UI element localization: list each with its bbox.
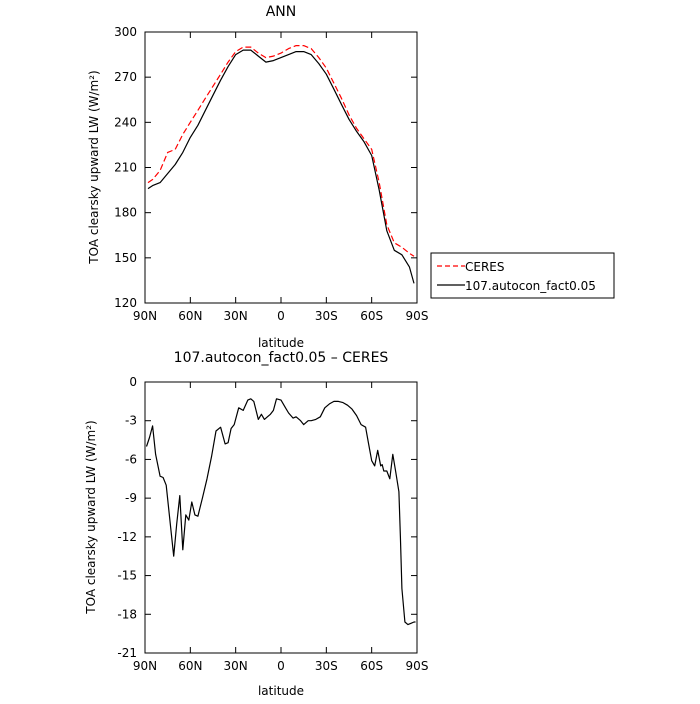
top-series-group xyxy=(147,44,415,284)
bottom-chart-title: 107.autocon_fact0.05 – CERES xyxy=(174,350,389,366)
top-x-tick-label: 60N xyxy=(178,309,202,323)
bottom-series-group xyxy=(145,398,416,626)
top-y-tick-label: 210 xyxy=(114,161,137,175)
bottom-x-axis-label: latitude xyxy=(258,684,304,698)
bottom-x-tick-label: 0 xyxy=(277,659,285,673)
bottom-x-tick-label: 90N xyxy=(133,659,157,673)
top-x-tick-label: 30S xyxy=(315,309,338,323)
bottom-x-tick-label: 60N xyxy=(178,659,202,673)
top-x-tick-label: 90S xyxy=(406,309,429,323)
legend-box xyxy=(430,252,615,299)
top-y-tick-label: 270 xyxy=(114,70,137,84)
top-series-line-ceres xyxy=(147,44,415,257)
bottom-y-tick-label: -18 xyxy=(117,607,137,621)
top-x-tick-label: 30N xyxy=(224,309,248,323)
top-y-tick-label: 120 xyxy=(114,296,137,310)
bottom-y-tick-label: -12 xyxy=(117,530,137,544)
top-y-tick-label: 150 xyxy=(114,251,137,265)
bottom-y-tick-label: -15 xyxy=(117,569,137,583)
bottom-x-tick-label: 30S xyxy=(315,659,338,673)
legend-ceres-label: CERES xyxy=(465,260,505,274)
bottom-y-axis: -21 -18 -15 -12 -9 -6 -3 0 xyxy=(117,375,417,660)
bottom-y-tick-label: -9 xyxy=(125,491,137,505)
top-x-tick-label: 90N xyxy=(133,309,157,323)
bottom-x-tick-label: 90S xyxy=(406,659,429,673)
top-x-tick-label: 60S xyxy=(360,309,383,323)
legend-model-label: 107.autocon_fact0.05 xyxy=(465,279,596,293)
top-chart-title: ANN xyxy=(266,4,297,20)
top-y-axis-label: TOA clearsky upward LW (W/m²) xyxy=(87,70,101,264)
legend: CERES 107.autocon_fact0.05 xyxy=(430,252,615,299)
bottom-x-axis: 90N 60N 30N 0 30S 60S 90S xyxy=(133,382,429,673)
bottom-y-tick-label: 0 xyxy=(129,375,137,389)
top-y-axis: 120 150 180 210 240 270 300 xyxy=(114,25,417,310)
top-series-line-107-autocon-fact0-05 xyxy=(147,49,415,284)
bottom-y-tick-label: -6 xyxy=(125,452,137,466)
bottom-x-tick-label: 60S xyxy=(360,659,383,673)
bottom-x-tick-label: 30N xyxy=(224,659,248,673)
top-x-axis: 90N 60N 30N 0 30S 60S 90S xyxy=(133,32,429,323)
top-y-tick-label: 300 xyxy=(114,25,137,39)
top-x-tick-label: 0 xyxy=(277,309,285,323)
top-x-axis-label: latitude xyxy=(258,336,304,350)
bottom-chart: 107.autocon_fact0.05 – CERES -21 -18 -15 -1… xyxy=(84,350,428,698)
top-y-tick-label: 180 xyxy=(114,206,137,220)
bottom-y-tick-label: -21 xyxy=(117,646,137,660)
top-y-tick-label: 240 xyxy=(114,115,137,129)
top-chart: ANN 120 150 180 210 240 270 300 90N 60N 30N 0 30S 6… xyxy=(87,4,615,350)
bottom-y-axis-label: TOA clearsky upward LW (W/m²) xyxy=(84,420,98,614)
bottom-series-line-difference xyxy=(145,398,416,626)
bottom-y-tick-label: -3 xyxy=(125,414,137,428)
